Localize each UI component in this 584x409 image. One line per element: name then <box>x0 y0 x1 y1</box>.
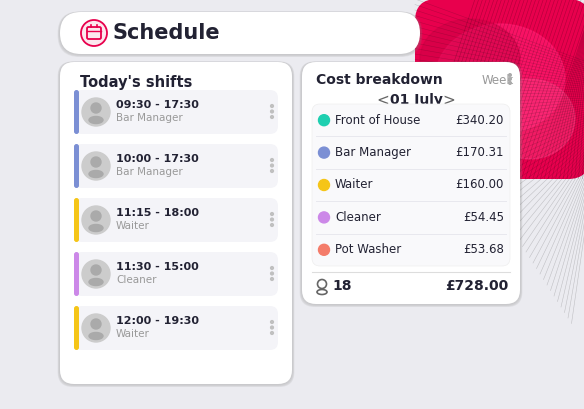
Text: Cost breakdown: Cost breakdown <box>316 73 443 87</box>
Text: Waiter: Waiter <box>116 329 150 339</box>
Circle shape <box>270 267 273 270</box>
Text: £340.20: £340.20 <box>456 114 504 127</box>
Ellipse shape <box>89 333 103 339</box>
FancyBboxPatch shape <box>74 252 79 296</box>
Circle shape <box>91 157 101 167</box>
FancyBboxPatch shape <box>58 62 294 386</box>
FancyBboxPatch shape <box>415 0 584 179</box>
Text: 18: 18 <box>332 279 352 293</box>
Text: Front of House: Front of House <box>335 114 420 127</box>
FancyBboxPatch shape <box>58 61 294 387</box>
FancyBboxPatch shape <box>74 306 79 350</box>
FancyBboxPatch shape <box>58 11 422 56</box>
Circle shape <box>91 211 101 221</box>
Text: 12:00 - 19:30: 12:00 - 19:30 <box>116 316 199 326</box>
Text: Cleaner: Cleaner <box>335 211 381 224</box>
Text: Bar Manager: Bar Manager <box>335 146 411 159</box>
Circle shape <box>91 265 101 275</box>
Text: Bar Manager: Bar Manager <box>116 167 183 177</box>
Text: Today's shifts: Today's shifts <box>80 74 192 90</box>
FancyBboxPatch shape <box>74 306 278 350</box>
Text: £160.00: £160.00 <box>456 178 504 191</box>
Circle shape <box>270 218 273 221</box>
Circle shape <box>270 105 273 108</box>
FancyBboxPatch shape <box>59 62 293 386</box>
FancyBboxPatch shape <box>74 144 79 188</box>
Circle shape <box>82 98 110 126</box>
Circle shape <box>318 115 329 126</box>
FancyBboxPatch shape <box>74 90 278 134</box>
FancyBboxPatch shape <box>74 198 278 242</box>
Ellipse shape <box>89 117 103 124</box>
Circle shape <box>270 224 273 227</box>
Text: Week: Week <box>482 74 515 86</box>
Circle shape <box>318 244 329 255</box>
Text: £170.31: £170.31 <box>456 146 504 159</box>
FancyBboxPatch shape <box>60 12 420 54</box>
Text: 01 July: 01 July <box>390 93 443 107</box>
Ellipse shape <box>89 171 103 178</box>
Circle shape <box>270 110 273 113</box>
FancyBboxPatch shape <box>74 198 79 242</box>
Text: 09:30 - 17:30: 09:30 - 17:30 <box>116 100 199 110</box>
Text: Bar Manager: Bar Manager <box>116 113 183 123</box>
Circle shape <box>82 314 110 342</box>
Circle shape <box>270 278 273 281</box>
Text: Schedule: Schedule <box>113 23 221 43</box>
Circle shape <box>270 321 273 324</box>
Circle shape <box>91 319 101 329</box>
FancyBboxPatch shape <box>58 61 294 387</box>
FancyBboxPatch shape <box>312 104 510 266</box>
Circle shape <box>318 212 329 223</box>
FancyBboxPatch shape <box>58 11 422 57</box>
Circle shape <box>270 326 273 329</box>
Ellipse shape <box>89 225 103 231</box>
Circle shape <box>91 103 101 113</box>
Text: 10:00 - 17:30: 10:00 - 17:30 <box>116 154 199 164</box>
Circle shape <box>509 82 512 84</box>
Circle shape <box>82 206 110 234</box>
Text: >: > <box>443 92 456 108</box>
Text: Waiter: Waiter <box>335 178 374 191</box>
FancyBboxPatch shape <box>74 252 278 296</box>
FancyBboxPatch shape <box>58 11 422 56</box>
Text: 11:15 - 18:00: 11:15 - 18:00 <box>116 208 199 218</box>
Circle shape <box>270 213 273 216</box>
Circle shape <box>318 180 329 191</box>
Circle shape <box>318 147 329 158</box>
Ellipse shape <box>435 24 565 134</box>
Text: 11:30 - 15:00: 11:30 - 15:00 <box>116 262 199 272</box>
FancyBboxPatch shape <box>59 12 421 56</box>
FancyBboxPatch shape <box>300 61 522 306</box>
Text: <: < <box>377 92 390 108</box>
Circle shape <box>82 260 110 288</box>
Text: Cleaner: Cleaner <box>116 275 157 285</box>
Circle shape <box>270 159 273 162</box>
FancyBboxPatch shape <box>60 62 292 384</box>
Text: £54.45: £54.45 <box>463 211 504 224</box>
FancyBboxPatch shape <box>302 62 520 304</box>
Text: £53.68: £53.68 <box>463 243 504 256</box>
Circle shape <box>81 20 107 46</box>
FancyBboxPatch shape <box>74 144 278 188</box>
Circle shape <box>270 332 273 335</box>
FancyBboxPatch shape <box>301 62 521 306</box>
Circle shape <box>82 152 110 180</box>
Text: £728.00: £728.00 <box>445 279 508 293</box>
Circle shape <box>270 170 273 173</box>
Ellipse shape <box>89 279 103 285</box>
Circle shape <box>509 74 512 76</box>
Text: Pot Washer: Pot Washer <box>335 243 401 256</box>
Ellipse shape <box>485 79 575 159</box>
Circle shape <box>270 116 273 118</box>
Circle shape <box>270 272 273 275</box>
Circle shape <box>270 164 273 167</box>
FancyBboxPatch shape <box>300 62 522 306</box>
Ellipse shape <box>420 19 520 99</box>
FancyBboxPatch shape <box>300 61 523 307</box>
Circle shape <box>509 78 512 80</box>
Text: Waiter: Waiter <box>116 221 150 231</box>
FancyBboxPatch shape <box>74 90 79 134</box>
